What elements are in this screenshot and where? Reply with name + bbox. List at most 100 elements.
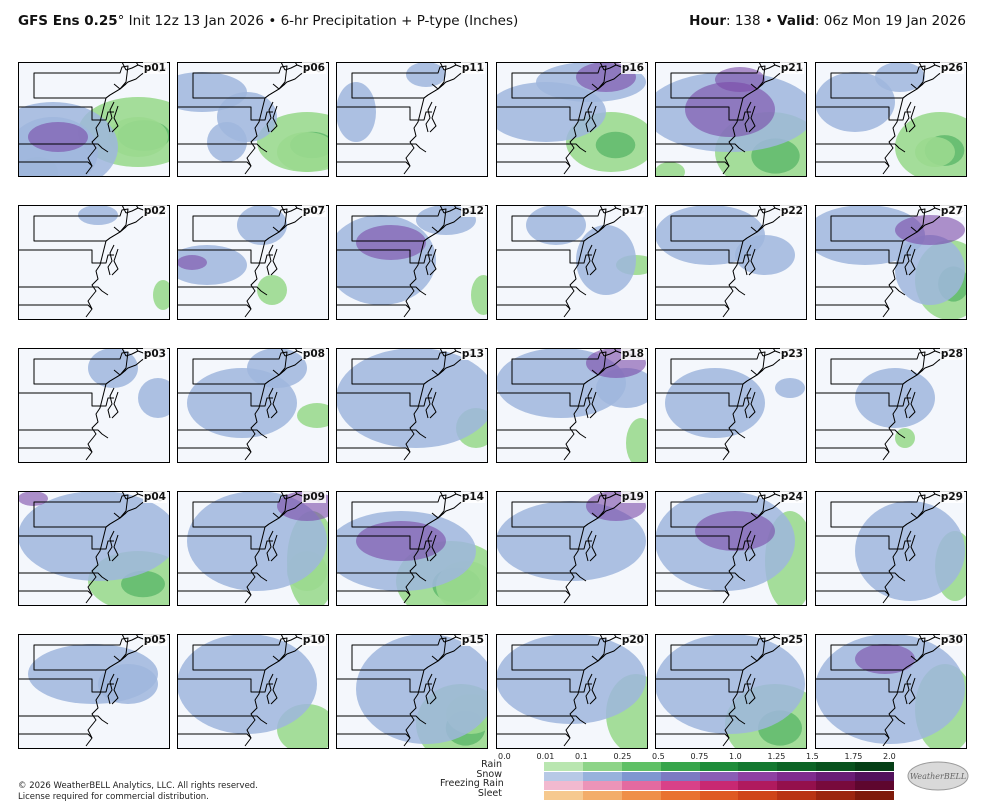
boundary-line: [266, 673, 274, 705]
boundary-line: [655, 392, 751, 407]
boundary-line: [429, 248, 437, 276]
panel-map: [18, 62, 170, 177]
member-label: p28: [939, 348, 964, 360]
panel-map: [815, 491, 967, 606]
boundary-line: [815, 678, 911, 693]
legend-swatch: [699, 771, 739, 781]
boundary-line: [403, 240, 425, 318]
snow-area: [735, 235, 795, 275]
boundary-line: [722, 97, 744, 175]
boundary-line: [425, 387, 433, 419]
snow-area: [247, 348, 307, 388]
legend-swatch: [777, 781, 817, 791]
panel-frame: [655, 634, 807, 749]
legend-swatch: [855, 781, 895, 791]
boundary-line: [177, 733, 252, 739]
legend-swatch: [855, 790, 895, 800]
member-label: p07: [301, 205, 326, 217]
legend-tick: 0.75: [690, 752, 709, 761]
panel-frame: [18, 348, 170, 463]
boundary-line: [113, 350, 139, 376]
boundary-line: [563, 97, 585, 175]
boundary-line: [244, 383, 266, 461]
heavy-snow-area: [685, 82, 775, 137]
panel-map: [655, 348, 807, 463]
legend-swatch: [738, 771, 778, 781]
boundary-line: [177, 590, 252, 596]
boundary-line: [18, 429, 109, 439]
boundary-line: [589, 534, 597, 562]
heavy-snow-area: [895, 215, 965, 245]
boundary-line: [177, 715, 268, 725]
boundary-line: [429, 105, 437, 133]
boundary-line: [266, 530, 274, 562]
member-label: p22: [779, 205, 804, 217]
panel-frame: [655, 62, 807, 177]
valid-bullet: •: [764, 13, 773, 29]
panel-frame: [18, 634, 170, 749]
member-label: p19: [620, 491, 645, 503]
boundary-line: [111, 534, 119, 562]
title-bullet: •: [268, 13, 277, 29]
panel-frame: [177, 62, 329, 177]
boundary-line: [18, 535, 114, 550]
boundary-line: [904, 244, 912, 276]
boundary-line: [591, 493, 617, 519]
boundary-line: [336, 447, 411, 453]
ensemble-member-panel: p16: [496, 62, 648, 177]
member-label: p06: [301, 62, 326, 74]
boundary-line: [177, 678, 273, 693]
ensemble-member-panel: p11: [336, 62, 488, 177]
boundary-line: [655, 304, 730, 310]
boundary-line: [496, 249, 592, 264]
boundary-line: [655, 143, 746, 153]
license-text: License required for commercial distribu…: [18, 792, 209, 802]
panel-frame: [815, 205, 967, 320]
boundary-line: [336, 429, 427, 439]
hour-value: : 138: [726, 13, 761, 29]
boundary-line: [815, 304, 890, 310]
panel-frame: [18, 491, 170, 606]
ensemble-member-panel: p18: [496, 348, 648, 463]
panel-frame: [336, 348, 488, 463]
boundary-line: [591, 636, 617, 662]
legend-ptype-label: Sleet: [477, 787, 502, 799]
boundary-line: [748, 391, 756, 419]
boundary-line: [748, 248, 756, 276]
boundary-line: [815, 447, 890, 453]
boundary-line: [107, 673, 115, 705]
panel-map: [18, 491, 170, 606]
ensemble-member-panel: p23: [655, 348, 807, 463]
legend-swatch: [582, 790, 622, 800]
heavy-snow-area: [18, 491, 48, 506]
legend-swatch: [816, 771, 856, 781]
snow-area: [775, 378, 805, 398]
ensemble-member-panel: p17: [496, 205, 648, 320]
boundary-line: [496, 392, 592, 407]
legend-tick: 1.75: [844, 752, 863, 761]
panel-frame: [496, 634, 648, 749]
boundary-line: [815, 535, 911, 550]
snow-area: [655, 634, 805, 734]
legend-swatch: [621, 771, 661, 781]
member-label: p08: [301, 348, 326, 360]
ptype-legend: 0.0 0.01 0.1 0.25 0.5 0.75 1.0 1.25 1.5 1.75 2.0 Ra…: [440, 750, 900, 808]
panel-frame: [655, 205, 807, 320]
legend-color-row: [544, 762, 895, 771]
legend-swatch: [582, 771, 622, 781]
legend-swatch: [621, 790, 661, 800]
boundary-line: [655, 590, 730, 596]
boundary-line: [336, 161, 411, 167]
product-name: 6-hr Precipitation + P-type (Inches): [280, 13, 519, 29]
boundary-line: [425, 530, 433, 562]
legend-tick: 0.25: [613, 752, 632, 761]
boundary-line: [431, 207, 457, 233]
boundary-line: [496, 572, 587, 582]
legend-swatch: [699, 762, 739, 771]
legend-swatch: [816, 781, 856, 791]
boundary-line: [910, 207, 936, 233]
boundary-line: [270, 105, 278, 133]
boundary-line: [744, 244, 752, 276]
boundary-line: [908, 248, 916, 276]
boundary-line: [655, 678, 751, 693]
